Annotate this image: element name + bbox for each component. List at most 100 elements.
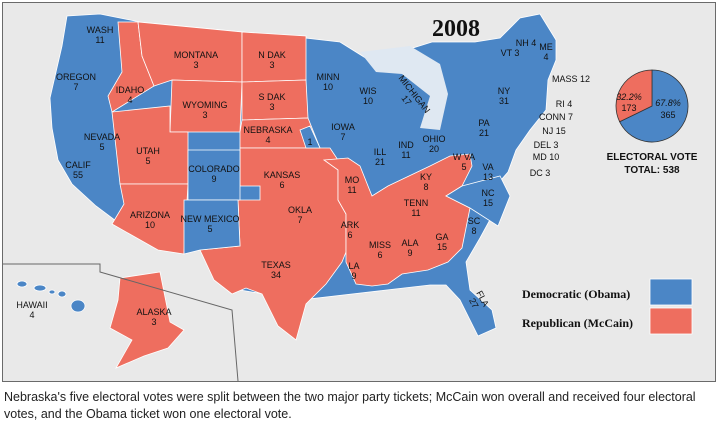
legend-rep-label: Republican (McCain) [522,316,633,330]
state-votes-me: 4 [543,52,548,62]
pie-slice-dem [619,69,689,143]
state-votes-vt: 3 [512,48,520,58]
state-votes-nebraska: 4 [265,135,270,145]
state-nebraska-dem [299,125,321,149]
state-name-ohio: OHIO [422,134,445,144]
state-name-pa: PA [478,118,489,128]
state-votes-ind: 11 [401,150,410,160]
state-votes-iowa: 7 [340,132,345,142]
state-name-hawaii: HAWAII [16,300,47,310]
state-votes-nj: 15 [553,126,566,136]
state-name-ky: KY [420,172,432,182]
hawaii-islands [16,280,86,313]
state-label-del: DEL 3 [534,140,559,150]
state-name-ndak: N DAK [258,50,286,60]
state-votes-montana: 3 [193,60,198,70]
state-name-wva: W VA [453,152,475,162]
state-votes-oregon: 7 [73,82,78,92]
electoral-vote-pie: 32.2% 173 67.8% 365 ELECTORAL VOTE TOTAL… [607,69,698,176]
state-votes-colorado: 9 [211,174,216,184]
state-name-iowa: IOWA [331,122,355,132]
state-votes-idaho: 4 [127,95,132,105]
state-name-miss: MISS [369,240,391,250]
state-name-calif: CALIF [65,160,91,170]
state-votes-kansas: 6 [279,180,284,190]
state-votes-ill: 21 [375,157,385,167]
state-name-nebraska: NEBRASKA [243,125,292,135]
map-title: 2008 [432,16,480,42]
state-name-montana: MONTANA [174,50,218,60]
inset-border [3,263,239,382]
legend-dem-label: Democratic (Obama) [522,287,630,301]
state-name-ga: GA [435,232,448,242]
state-name-kansas: KANSAS [264,170,301,180]
state-name-wash: WASH [87,25,114,35]
state-votes-wis: 10 [363,96,373,106]
state-votes-va: 13 [483,172,493,182]
state-votes-wva: 5 [461,162,466,172]
state-name-arizona: ARIZONA [130,210,170,220]
state-votes-nebraska_dem: 1 [307,137,312,147]
state-votes-alaska: 3 [151,317,156,327]
state-votes-ark: 6 [347,230,352,240]
state-votes-utah: 5 [145,156,150,166]
state-votes-conn: 7 [565,112,573,122]
pie-dem-percent: 67.8% [655,98,681,108]
legend: Democratic (Obama) Republican (McCain) [522,278,693,335]
state-votes-miss: 6 [377,250,382,260]
state-name-ri: RI 4 [556,99,573,109]
state-name-ny: NY [498,86,511,96]
state-label-nj: NJ 15 [542,126,566,136]
state-name-ind: IND [398,140,414,150]
state-votes-sdak: 3 [269,102,274,112]
state-name-alaska: ALASKA [136,307,171,317]
state-alaska [109,271,185,369]
state-va-nc [445,175,511,227]
legend-dem-swatch [649,278,693,306]
map-caption: Nebraska's five electoral votes were spl… [4,390,696,421]
state-votes-dc: 3 [543,168,551,178]
state-votes-texas: 34 [271,270,281,280]
state-name-nj: NJ 15 [542,126,566,136]
pie-title: ELECTORAL VOTE [607,152,698,163]
state-votes-ga: 15 [437,242,447,252]
state-name-sc: SC [468,216,481,226]
state-votes-ndak: 3 [269,60,274,70]
state-labels: WASH11OREGON7CALIF55NEVADA5IDAHO4MONTANA… [16,25,590,327]
state-votes-michigan: 17 [399,93,413,107]
state-label-conn: CONN 7 [539,112,573,122]
state-name-nevada: NEVADA [84,132,120,142]
state-name-wis: WIS [360,86,377,96]
pie-dem-votes: 365 [660,110,675,120]
pie-rep-votes: 173 [621,103,636,113]
state-label-vt: VT 3 [501,48,520,58]
state-name-sdak: S DAK [258,92,285,102]
state-votes-tenn: 11 [411,208,420,218]
state-name-dc: DC 3 [530,168,551,178]
state-label-la: LA9 [348,261,359,281]
pie-total: TOTAL: 538 [624,165,680,176]
state-votes-nevada: 5 [99,142,104,152]
state-votes-sc: 8 [471,226,476,236]
state-label-sc: SC8 [468,216,481,236]
state-votes-mass: 12 [578,74,591,84]
state-votes-wyoming: 3 [202,110,207,120]
state-votes-nc: 15 [483,198,493,208]
state-name-newmexico: NEW MEXICO [180,214,239,224]
pie-slice-rep [615,69,653,123]
